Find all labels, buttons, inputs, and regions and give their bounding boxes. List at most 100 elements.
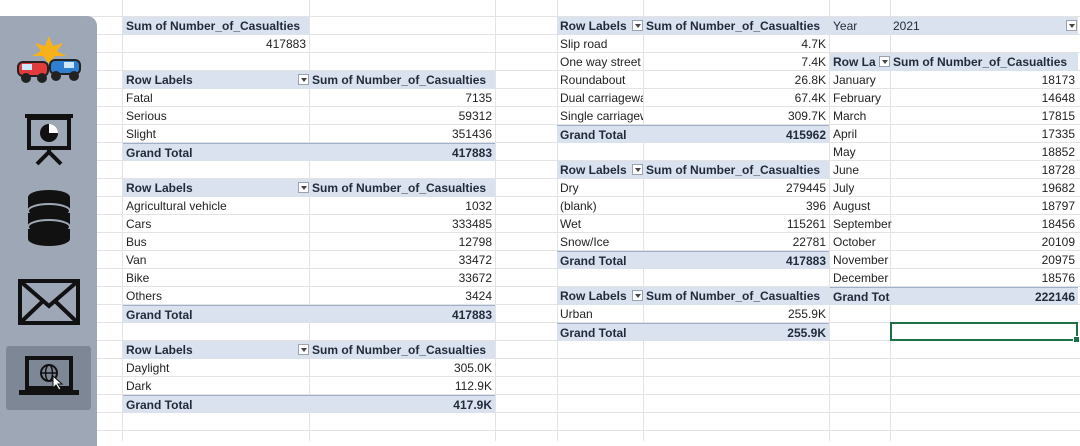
pivot-road-row-value: 309.7K [787, 109, 826, 123]
pivot-road-row-value: 4.7K [801, 37, 826, 51]
pivot-month-filter[interactable] [876, 53, 890, 71]
fill-handle[interactable] [1073, 336, 1080, 343]
pivot-severity-row-label: Serious [126, 109, 167, 123]
pivot-surface-row-label: (blank) [560, 199, 597, 213]
pivot-month-row-value: 18576 [1041, 271, 1075, 285]
pivot-road-value-header: Sum of Number_of_Casualties [643, 17, 829, 35]
pivot-severity-row-value: 351436 [451, 127, 492, 141]
pivot-light-filter[interactable] [295, 341, 309, 359]
total-header: Sum of Number_of_Casualties [123, 17, 309, 35]
pivot-month-row-label: April [833, 127, 858, 141]
active-cell-selection[interactable] [890, 322, 1080, 343]
pivot-vehicle-row-value: 3424 [465, 289, 492, 303]
nav-web-button[interactable] [6, 346, 91, 410]
filter-applied-icon[interactable] [632, 20, 643, 32]
pivot-month-row-label: January [833, 73, 876, 87]
presentation-icon [24, 114, 73, 166]
pivot-road-filter[interactable] [629, 17, 643, 35]
pivot-severity-row-value: 7135 [465, 91, 492, 105]
pivot-surface-row-value: 22781 [792, 235, 826, 249]
pivot-severity-value-header: Sum of Number_of_Casualties [309, 71, 495, 89]
pivot-road-row-label: One way street [560, 55, 641, 69]
pivot-vehicle-row-value: 33472 [458, 253, 492, 267]
pivot-severity-total-label: Grand Total [123, 143, 309, 161]
filter-dropdown-icon[interactable] [879, 56, 890, 68]
filter-applied-icon[interactable] [632, 164, 643, 176]
pivot-month-row-value: 18797 [1041, 199, 1075, 213]
web-laptop-icon [18, 356, 79, 395]
pivot-surface-total-label: Grand Total [557, 251, 643, 269]
pivot-light-row-label: Dark [126, 379, 152, 393]
pivot-month-row-value: 18852 [1041, 145, 1075, 159]
pivot-vehicle-row-value: 33672 [458, 271, 492, 285]
filter-applied-icon[interactable] [632, 290, 643, 302]
pivot-severity-row-label: Slight [126, 127, 157, 141]
pivot-road-row-label: Single carriageway [560, 109, 643, 123]
filter-dropdown-icon[interactable] [298, 74, 309, 86]
pivot-vehicle-row-value: 333485 [451, 217, 492, 231]
pivot-vehicle-row-value: 1032 [465, 199, 492, 213]
pivot-road-row-labels[interactable]: Row Labels [557, 17, 643, 35]
pivot-area-row-label: Urban [560, 307, 593, 321]
pivot-surface-row-value: 396 [805, 199, 826, 213]
pivot-light-row-labels[interactable]: Row Labels [123, 341, 309, 359]
pivot-month-row-label: December [833, 271, 889, 285]
pivot-month-total-label: Grand Total [830, 287, 890, 305]
dashboard-sidebar [0, 16, 97, 446]
pivot-vehicle-value-header: Sum of Number_of_Casualties [309, 179, 495, 197]
pivot-severity-row-label: Fatal [126, 91, 153, 105]
pivot-month-row-labels[interactable]: Row Labels [830, 53, 890, 71]
pivot-month-row-value: 19682 [1041, 181, 1075, 195]
pivot-light-value-header: Sum of Number_of_Casualties [309, 341, 495, 359]
pivot-month-row-value: 18173 [1041, 73, 1075, 87]
year-filter-value[interactable]: 2021 [890, 17, 1078, 35]
mail-icon [17, 279, 80, 325]
pivot-month-row-value: 17815 [1041, 109, 1075, 123]
pivot-vehicle-row-label: Bike [126, 271, 150, 285]
pivot-vehicle-row-labels[interactable]: Row Labels [123, 179, 309, 197]
nav-presentation-button[interactable] [6, 106, 91, 170]
pivot-vehicle-filter[interactable] [295, 179, 309, 197]
filter-applied-icon[interactable] [298, 344, 309, 356]
year-filter-dropdown[interactable] [1063, 17, 1078, 35]
pivot-vehicle-row-label: Bus [126, 235, 147, 249]
pivot-month-row-label: July [833, 181, 855, 195]
pivot-surface-filter[interactable] [629, 161, 643, 179]
pivot-surface-row-label: Dry [560, 181, 579, 195]
pivot-month-row-label: September [833, 217, 892, 231]
pivot-month-total-value: 222146 [890, 287, 1078, 305]
pivot-severity-filter[interactable] [295, 71, 309, 89]
pivot-vehicle-total-value: 417883 [309, 305, 495, 323]
nav-accident-button[interactable] [6, 30, 91, 94]
pivot-severity-total-value: 417883 [309, 143, 495, 161]
nav-database-button[interactable] [6, 186, 91, 250]
filter-applied-icon[interactable] [298, 182, 309, 194]
pivot-area-value-header: Sum of Number_of_Casualties [643, 287, 829, 305]
pivot-vehicle-row-value: 12798 [458, 235, 492, 249]
pivot-month-row-label: October [833, 235, 876, 249]
pivot-road-row-value: 26.8K [794, 73, 826, 87]
pivot-surface-row-label: Snow/Ice [560, 235, 610, 249]
pivot-month-row-value: 18728 [1041, 163, 1075, 177]
pivot-surface-total-value: 417883 [643, 251, 829, 269]
pivot-road-row-label: Slip road [560, 37, 608, 51]
pivot-surface-row-label: Wet [560, 217, 582, 231]
filter-applied-icon[interactable] [1066, 20, 1077, 32]
pivot-month-row-label: November [833, 253, 889, 267]
pivot-vehicle-row-label: Cars [126, 217, 152, 231]
pivot-severity-row-labels[interactable]: Row Labels [123, 71, 309, 89]
pivot-month-value-header: Sum of Number_of_Casualties [890, 53, 1078, 71]
pivot-month-row-label: May [833, 145, 856, 159]
pivot-area-row-labels[interactable]: Row Labels [557, 287, 643, 305]
pivot-light-row-label: Daylight [126, 361, 170, 375]
pivot-month-row-label: June [833, 163, 860, 177]
pivot-road-row-value: 7.4K [801, 55, 826, 69]
pivot-road-total-value: 415962 [643, 125, 829, 143]
pivot-surface-row-value: 115261 [786, 217, 826, 231]
pivot-area-total-value: 255.9K [643, 323, 829, 341]
accident-icon [16, 36, 81, 83]
pivot-surface-row-labels[interactable]: Row Labels [557, 161, 643, 179]
pivot-area-filter[interactable] [629, 287, 643, 305]
nav-mail-button[interactable] [6, 270, 91, 334]
pivot-road-row-label: Roundabout [560, 73, 626, 87]
